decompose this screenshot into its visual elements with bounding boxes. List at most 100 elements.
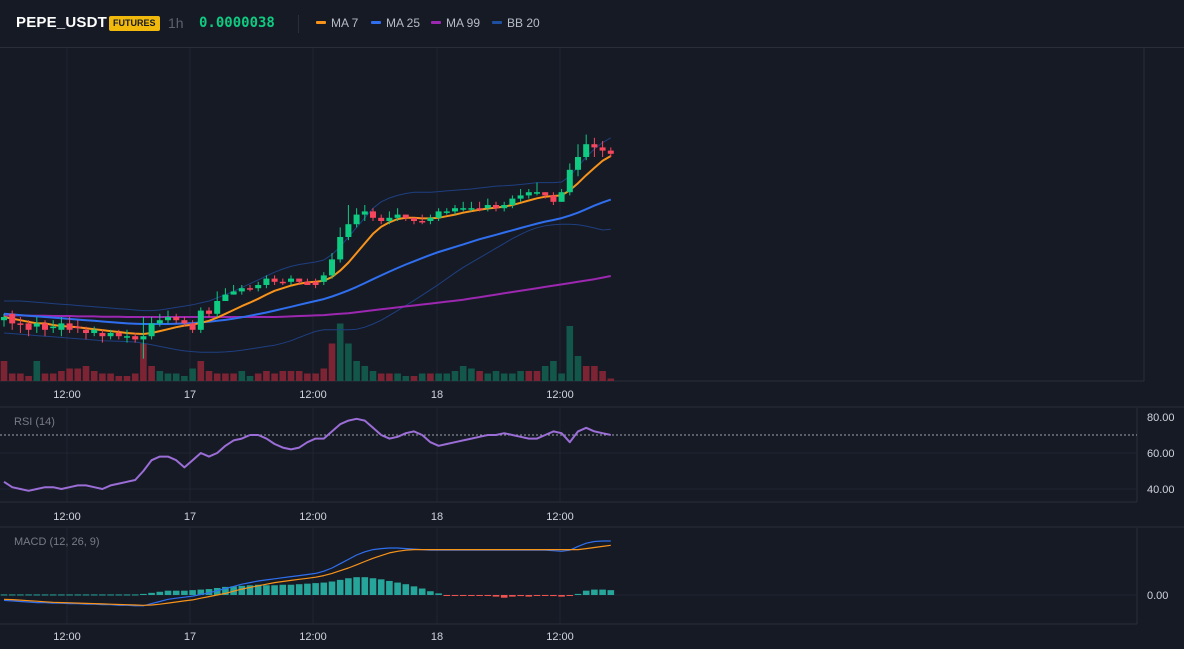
macd-histogram-bar [468, 595, 475, 596]
volume-bar [131, 373, 139, 381]
candle-body [165, 317, 171, 321]
volume-bar [599, 371, 606, 381]
candle-body [419, 221, 426, 223]
futures-badge: FUTURES [109, 16, 160, 31]
legend-ma99[interactable]: MA 99 [431, 16, 480, 30]
time-axis-label: 12:00 [546, 631, 574, 643]
volume-bar [558, 373, 565, 381]
candle-body [411, 217, 417, 221]
chart-canvas[interactable]: 12:00 17 12:00 18 12:00 12:00 17 12:00 18 12:00 12… [0, 48, 1184, 649]
macd-histogram-bar [492, 595, 500, 597]
macd-histogram-bar [410, 586, 418, 595]
volume-bar [435, 373, 442, 381]
timeframe-label[interactable]: 1h [168, 15, 184, 31]
candle-body [320, 275, 327, 282]
volume-bar [509, 373, 516, 381]
macd-histogram-bar [205, 589, 213, 595]
volume-bar [74, 368, 82, 381]
macd-histogram-bar [107, 594, 114, 596]
macd-histogram-bar [197, 589, 205, 595]
volume-bar [148, 366, 155, 381]
candle-body [402, 214, 409, 218]
macd-histogram-bar [582, 590, 590, 595]
volume-bar [107, 373, 114, 381]
volume-bar [181, 376, 188, 381]
bb-upper-line [4, 137, 612, 312]
macd-histogram-bar [459, 595, 467, 596]
macd-histogram-bar [361, 577, 369, 595]
volume-bar [82, 366, 90, 381]
volume-bar [459, 366, 467, 381]
candle-body [566, 169, 573, 193]
candle-body [124, 336, 130, 338]
volume-bar [49, 373, 57, 381]
ma99-line [4, 275, 611, 318]
time-axis-label: 12:00 [546, 511, 574, 523]
candle-body [370, 211, 376, 218]
macd-histogram-bar [312, 583, 319, 595]
volume-bar [17, 373, 24, 381]
volume-bar [451, 371, 459, 381]
volume-bar [246, 376, 254, 381]
candle-body [583, 144, 590, 157]
rsi-pane-label: RSI (14) [14, 416, 55, 428]
volume-bar [525, 371, 533, 381]
volume-bar [312, 373, 319, 381]
volume-bar [287, 371, 295, 381]
macd-histogram-bar [164, 590, 172, 595]
macd-histogram-bar [172, 590, 180, 595]
macd-histogram-bar [254, 584, 262, 595]
macd-histogram-bar [402, 584, 410, 595]
volume-bar [156, 371, 164, 381]
candle-body [197, 310, 204, 330]
macd-histogram-bar [304, 583, 311, 595]
candle-body [345, 224, 352, 237]
legend-bb20[interactable]: BB 20 [492, 16, 540, 30]
candle-body [542, 192, 549, 196]
macd-histogram-bar [418, 588, 426, 595]
macd-histogram-bar [189, 590, 196, 595]
candle-body [91, 329, 98, 333]
candle-body [525, 192, 532, 196]
rsi-axis-label: 40.00 [1147, 484, 1175, 496]
legend-ma25-label: MA 25 [386, 16, 421, 30]
candle-body [312, 281, 319, 285]
macd-histogram-bar [574, 593, 582, 595]
macd-histogram-bar [353, 577, 360, 595]
candle-body [189, 323, 196, 330]
volume-bar [271, 373, 278, 381]
macd-histogram-bar [115, 594, 123, 596]
bb20-swatch [492, 21, 502, 25]
macd-histogram-bar [295, 584, 303, 595]
rsi-axis-label: 80.00 [1147, 412, 1175, 424]
volume-bar [476, 371, 483, 381]
volume-bar [230, 373, 237, 381]
candle-body [148, 323, 155, 337]
volume-bar [484, 373, 492, 381]
macd-histogram-bar [386, 580, 393, 595]
candle-body [386, 217, 393, 221]
volume-bar [238, 371, 246, 381]
volume-bar [328, 343, 336, 381]
volume-bar [418, 373, 426, 381]
candle-body [394, 214, 401, 218]
legend-ma7[interactable]: MA 7 [316, 16, 358, 30]
candle-body [484, 205, 491, 209]
macd-histogram-bar [17, 594, 24, 596]
candle-body [173, 317, 180, 321]
macd-histogram-bar [328, 581, 336, 595]
candle-body [230, 291, 237, 295]
symbol-title[interactable]: PEPE_USDT [16, 14, 107, 31]
macd-histogram-bar [213, 587, 221, 595]
volume-bar [115, 376, 123, 381]
candle-body [501, 205, 508, 209]
candle-body [140, 336, 147, 340]
macd-histogram-bar [484, 595, 492, 596]
legend-ma25[interactable]: MA 25 [371, 16, 420, 30]
candle-body [99, 333, 106, 337]
candle-body [115, 333, 122, 337]
volume-bar [386, 373, 393, 381]
candle-body [296, 278, 303, 282]
candle-body [255, 285, 262, 289]
macd-histogram-bar [263, 585, 270, 595]
